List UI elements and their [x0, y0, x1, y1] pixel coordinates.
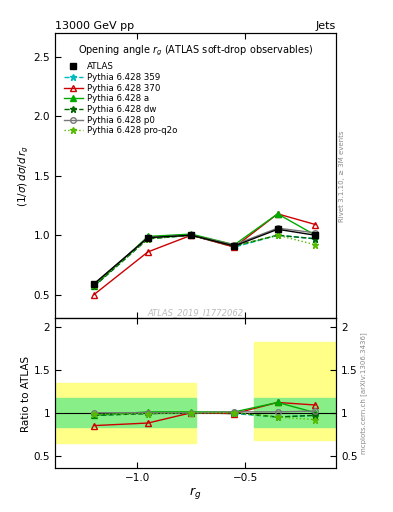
Line: Pythia 6.428 a: Pythia 6.428 a — [91, 211, 318, 289]
Pythia 6.428 pro-q2o — [146, 236, 151, 242]
Line: Pythia 6.428 dw: Pythia 6.428 dw — [90, 232, 319, 290]
Pythia 6.428 359 — [313, 236, 318, 242]
Pythia 6.428 a — [275, 211, 280, 217]
Pythia 6.428 370 — [92, 291, 96, 297]
Bar — [55, 398, 196, 428]
Bar — [254, 343, 336, 440]
Pythia 6.428 dw — [275, 232, 280, 238]
Pythia 6.428 a — [313, 232, 318, 238]
Pythia 6.428 370 — [189, 232, 194, 238]
Text: 13000 GeV pp: 13000 GeV pp — [55, 21, 134, 31]
Pythia 6.428 p0 — [275, 225, 280, 231]
Bar — [254, 398, 336, 428]
X-axis label: $r_g$: $r_g$ — [189, 485, 202, 501]
Line: Pythia 6.428 359: Pythia 6.428 359 — [90, 232, 319, 290]
Pythia 6.428 dw — [146, 236, 151, 242]
Y-axis label: $(1/\sigma)\,d\sigma/d\,r_g$: $(1/\sigma)\,d\sigma/d\,r_g$ — [17, 145, 31, 207]
Pythia 6.428 359 — [275, 232, 280, 238]
Pythia 6.428 359 — [92, 283, 96, 289]
Pythia 6.428 pro-q2o — [189, 232, 194, 238]
Pythia 6.428 dw — [189, 232, 194, 238]
Text: ATLAS_2019_I1772062: ATLAS_2019_I1772062 — [147, 308, 244, 317]
Pythia 6.428 pro-q2o — [232, 243, 237, 249]
Pythia 6.428 dw — [232, 243, 237, 249]
Pythia 6.428 dw — [313, 236, 318, 242]
Y-axis label: Rivet 3.1.10, ≥ 3M events: Rivet 3.1.10, ≥ 3M events — [339, 130, 345, 222]
Text: Jets: Jets — [316, 21, 336, 31]
Legend: ATLAS, Pythia 6.428 359, Pythia 6.428 370, Pythia 6.428 a, Pythia 6.428 dw, Pyth: ATLAS, Pythia 6.428 359, Pythia 6.428 37… — [62, 60, 179, 137]
Pythia 6.428 a — [189, 231, 194, 237]
Pythia 6.428 p0 — [92, 281, 96, 287]
Pythia 6.428 359 — [146, 236, 151, 242]
Pythia 6.428 370 — [275, 211, 280, 217]
Pythia 6.428 a — [92, 283, 96, 289]
Pythia 6.428 370 — [313, 222, 318, 228]
Pythia 6.428 359 — [189, 232, 194, 238]
Pythia 6.428 p0 — [189, 232, 194, 238]
Pythia 6.428 dw — [92, 283, 96, 289]
Pythia 6.428 a — [146, 233, 151, 240]
Bar — [55, 383, 196, 443]
Y-axis label: Ratio to ATLAS: Ratio to ATLAS — [21, 355, 31, 432]
Pythia 6.428 370 — [232, 244, 237, 250]
Pythia 6.428 p0 — [146, 234, 151, 241]
Pythia 6.428 pro-q2o — [275, 232, 280, 238]
Pythia 6.428 370 — [146, 249, 151, 255]
Line: Pythia 6.428 370: Pythia 6.428 370 — [91, 211, 318, 297]
Pythia 6.428 pro-q2o — [313, 242, 318, 248]
Line: Pythia 6.428 p0: Pythia 6.428 p0 — [91, 225, 318, 287]
Pythia 6.428 p0 — [232, 242, 237, 248]
Text: Opening angle $r_g$ (ATLAS soft-drop observables): Opening angle $r_g$ (ATLAS soft-drop obs… — [78, 43, 313, 58]
Pythia 6.428 359 — [232, 244, 237, 250]
Line: Pythia 6.428 pro-q2o: Pythia 6.428 pro-q2o — [90, 232, 319, 289]
Pythia 6.428 p0 — [313, 230, 318, 236]
Pythia 6.428 pro-q2o — [92, 282, 96, 288]
Y-axis label: mcplots.cern.ch [arXiv:1306.3436]: mcplots.cern.ch [arXiv:1306.3436] — [360, 333, 367, 454]
Pythia 6.428 a — [232, 242, 237, 248]
